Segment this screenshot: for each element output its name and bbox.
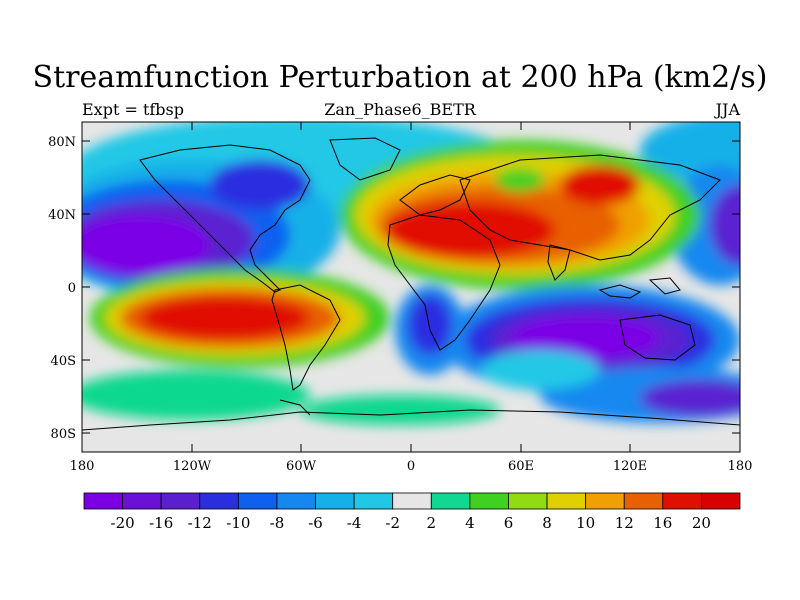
colorbar-swatch: [546, 492, 587, 510]
lon-label: 120E: [613, 459, 647, 474]
colorbar: [83, 492, 741, 510]
colorbar-swatch: [122, 492, 162, 510]
experiment-label: Expt = tfbsp: [82, 100, 184, 119]
colorbar-swatch: [392, 492, 432, 510]
lat-label: 0: [68, 281, 76, 296]
colorbar-label: -10: [226, 514, 250, 532]
lon-label: 180: [70, 459, 95, 474]
colorbar-label: 2: [427, 514, 437, 532]
colorbar-label: 6: [504, 514, 514, 532]
colorbar-label: 12: [615, 514, 634, 532]
lon-ticks: [81, 122, 741, 452]
colorbar-label: -8: [270, 514, 285, 532]
colorbar-label: -16: [149, 514, 173, 532]
lat-label: 40S: [51, 354, 76, 369]
colorbar-label: -6: [308, 514, 323, 532]
colorbar-label: -4: [347, 514, 362, 532]
lat-ticks: [82, 140, 740, 434]
colorbar-swatch: [701, 492, 741, 510]
colorbar-swatch: [83, 492, 123, 510]
colorbar-swatch: [237, 492, 278, 510]
colorbar-label: 16: [653, 514, 672, 532]
lon-label: 60E: [508, 459, 534, 474]
lon-label: 180: [728, 459, 753, 474]
colorbar-swatch: [585, 492, 625, 510]
lon-labels: 180 120W 60W 0 60E 120E 180: [70, 459, 753, 474]
colorbar-swatch: [353, 492, 394, 510]
coastlines: [82, 137, 740, 431]
colorbar-swatch: [160, 492, 201, 510]
colorbar-label: 20: [692, 514, 711, 532]
colorbar-labels: -20 -16 -12 -10 -8 -6 -4 -2 2 4 6 8 10 12 16 20: [111, 514, 711, 532]
colorbar-swatch: [508, 492, 548, 510]
colorbar-label: -2: [385, 514, 400, 532]
colorbar-swatch: [623, 492, 664, 510]
colorbar-label: -12: [188, 514, 212, 532]
colorbar-swatch: [276, 492, 316, 510]
colorbar-label: 10: [576, 514, 595, 532]
colorbar-swatch: [430, 492, 471, 510]
lat-label: 40N: [48, 208, 76, 223]
colorbar-label: 4: [465, 514, 475, 532]
lat-label: 80N: [48, 135, 76, 150]
colorbar-swatch: [662, 492, 702, 510]
colorbar-label: -20: [111, 514, 135, 532]
lat-label: 80S: [51, 427, 76, 442]
contour-field: [82, 122, 740, 452]
colorbar-swatch: [469, 492, 509, 510]
colorbar-swatch: [315, 492, 355, 510]
lon-label: 60W: [286, 459, 317, 474]
plot-title: Streamfunction Perturbation at 200 hPa (…: [32, 60, 768, 95]
season-label: JJA: [715, 100, 740, 119]
colorbar-swatch: [199, 492, 239, 510]
lon-label: 0: [407, 459, 415, 474]
lat-labels: 80N 40N 0 40S 80S: [48, 135, 76, 442]
case-label: Zan_Phase6_BETR: [324, 100, 476, 119]
lon-label: 120W: [173, 459, 212, 474]
colorbar-label: 8: [542, 514, 552, 532]
